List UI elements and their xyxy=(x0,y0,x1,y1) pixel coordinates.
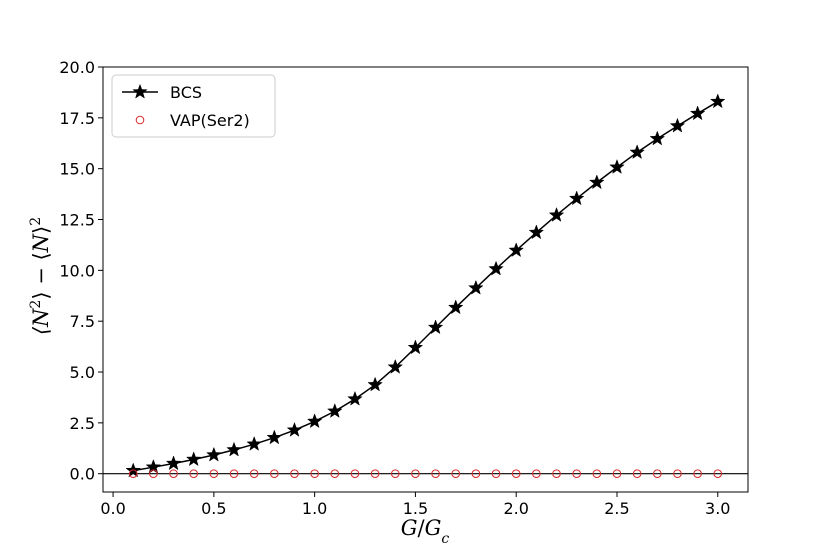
y-tick-label: 10.0 xyxy=(59,261,95,280)
data-point xyxy=(128,469,138,478)
legend-star-marker xyxy=(132,83,148,99)
data-point xyxy=(532,469,541,478)
data-point xyxy=(468,279,484,295)
y-axis-label: ⟨N2⟩ − ⟨N⟩2 xyxy=(28,217,53,335)
data-point xyxy=(669,117,686,133)
data-point xyxy=(713,469,723,478)
data-point xyxy=(189,469,199,478)
data-point xyxy=(249,469,259,478)
data-point xyxy=(451,469,461,478)
data-point xyxy=(649,130,666,146)
x-axis-label: G/Gc xyxy=(401,516,450,547)
legend-item: VAP(Ser2) xyxy=(135,111,250,130)
y-tick-label: 7.5 xyxy=(70,312,95,331)
data-point xyxy=(290,469,299,478)
data-point xyxy=(508,242,525,258)
data-point xyxy=(431,469,440,478)
data-point xyxy=(350,469,360,478)
data-point xyxy=(367,376,383,392)
x-tick-label: 0.5 xyxy=(201,499,226,518)
data-point xyxy=(632,469,642,478)
data-point xyxy=(488,260,504,276)
data-point xyxy=(491,469,501,478)
data-point xyxy=(387,358,404,374)
x-tick-label: 2.0 xyxy=(503,499,528,518)
data-point xyxy=(246,435,262,451)
data-point xyxy=(229,469,239,478)
data-point xyxy=(145,458,162,474)
data-point xyxy=(528,224,545,240)
data-point xyxy=(185,451,202,467)
data-point xyxy=(306,413,323,429)
y-tick-label: 17.5 xyxy=(59,109,95,128)
data-point xyxy=(609,159,625,174)
data-point xyxy=(589,174,605,190)
legend: BCS VAP(Ser2) xyxy=(111,74,276,138)
data-point xyxy=(572,469,581,478)
data-point xyxy=(592,469,602,478)
y-tick-label: 5.0 xyxy=(70,363,95,382)
series-line xyxy=(133,100,719,472)
data-point xyxy=(326,403,343,418)
data-point xyxy=(689,105,706,121)
data-point xyxy=(447,299,464,315)
data-point xyxy=(370,469,380,478)
data-point xyxy=(552,469,561,478)
data-point xyxy=(629,144,645,160)
data-point xyxy=(427,319,444,335)
y-tick-label: 2.5 xyxy=(70,414,95,433)
data-point xyxy=(169,469,178,478)
data-point xyxy=(511,469,521,478)
data-point xyxy=(165,455,182,471)
data-point xyxy=(390,469,400,478)
y-tick-label: 0.0 xyxy=(70,465,95,484)
data-point xyxy=(310,469,319,478)
series-vap-ser2- xyxy=(128,469,723,478)
data-point xyxy=(330,469,340,478)
data-point xyxy=(209,469,219,478)
x-tick-label: 0.0 xyxy=(100,499,125,518)
x-tick-label: 3.0 xyxy=(705,499,730,518)
data-point xyxy=(548,207,565,222)
legend-circle-marker xyxy=(135,115,145,125)
y-tick-label: 15.0 xyxy=(59,160,95,179)
data-point xyxy=(206,446,222,462)
data-point xyxy=(673,469,682,478)
data-point xyxy=(149,469,158,478)
data-point xyxy=(286,421,303,437)
legend-label: BCS xyxy=(170,83,202,102)
data-point xyxy=(411,469,420,478)
series-bcs xyxy=(125,93,726,478)
legend-item: BCS xyxy=(122,83,202,102)
data-point xyxy=(266,429,283,445)
x-tick-label: 1.5 xyxy=(403,499,428,518)
y-tick-label: 12.5 xyxy=(59,211,95,230)
data-point xyxy=(270,469,279,478)
legend-label: VAP(Ser2) xyxy=(170,111,250,130)
legend-box xyxy=(111,74,276,138)
data-point xyxy=(652,469,662,478)
data-point xyxy=(407,339,424,355)
x-tick-label: 2.5 xyxy=(604,499,629,518)
data-point xyxy=(568,190,585,206)
data-point xyxy=(693,469,702,478)
x-tick-label: 1.0 xyxy=(302,499,327,518)
data-point xyxy=(226,441,242,457)
plot-frame xyxy=(102,66,749,493)
data-point xyxy=(471,469,481,478)
data-point xyxy=(612,469,622,478)
data-point xyxy=(709,93,726,109)
data-point xyxy=(347,390,363,406)
y-tick-label: 20.0 xyxy=(59,58,95,77)
